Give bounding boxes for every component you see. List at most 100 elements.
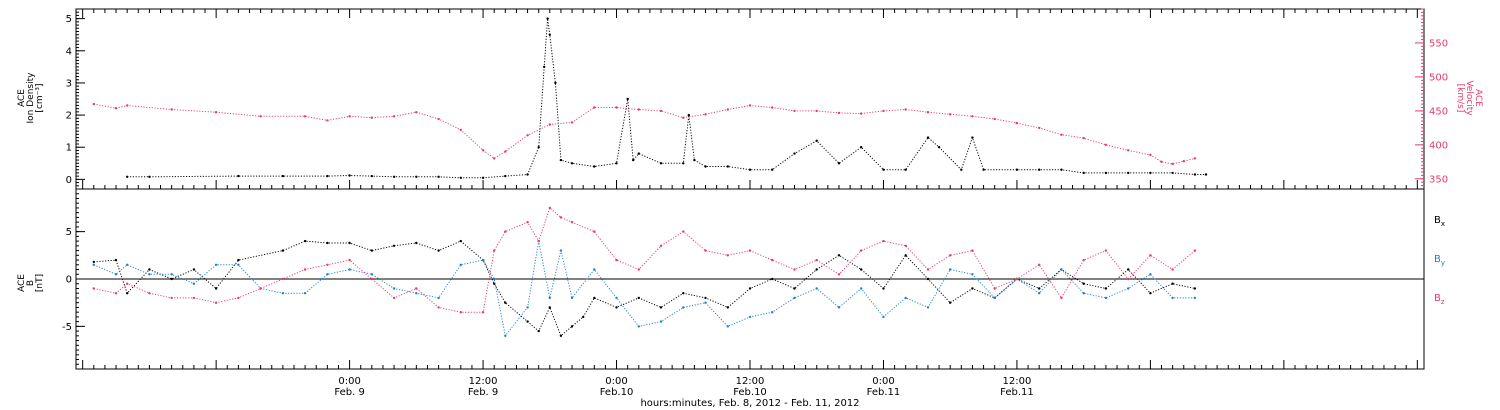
data-point xyxy=(726,325,729,328)
data-point xyxy=(459,311,462,314)
data-point xyxy=(493,277,496,281)
data-point xyxy=(392,175,396,178)
data-point xyxy=(526,306,529,309)
data-point xyxy=(415,241,418,245)
legend: Bx By Bz xyxy=(1434,215,1445,306)
data-point xyxy=(303,239,307,243)
data-point xyxy=(214,287,218,290)
data-point xyxy=(748,315,752,319)
data-point xyxy=(1171,171,1174,175)
data-point xyxy=(860,146,863,149)
data-point xyxy=(481,176,485,179)
data-point xyxy=(771,106,774,109)
top-left-axis-label-line-1: Ion Density xyxy=(26,72,36,124)
data-point xyxy=(793,296,796,300)
data-point xyxy=(481,311,485,314)
data-point xyxy=(326,119,329,122)
y-tick-label: 4 xyxy=(66,46,72,57)
y-tick-label: 400 xyxy=(1429,140,1448,151)
top-right-axis-label-line-1: Velocity xyxy=(1464,80,1474,116)
data-point xyxy=(259,115,262,118)
data-point xyxy=(1082,136,1085,140)
data-point xyxy=(793,268,796,271)
data-point xyxy=(237,263,240,266)
data-point xyxy=(481,149,485,152)
data-point xyxy=(682,292,685,295)
data-point xyxy=(615,306,618,309)
data-point xyxy=(326,263,329,266)
data-point xyxy=(546,17,549,20)
data-point xyxy=(415,175,418,178)
data-point xyxy=(1104,296,1108,300)
data-point xyxy=(1171,162,1174,166)
data-point xyxy=(637,108,640,111)
data-point xyxy=(726,165,729,168)
data-point xyxy=(882,109,885,113)
data-point xyxy=(837,306,841,309)
data-point xyxy=(1060,296,1063,300)
data-point xyxy=(637,296,640,300)
x-tick-date: Feb.11 xyxy=(1000,387,1034,398)
data-point xyxy=(1160,160,1163,163)
legend-label-x: Bx xyxy=(1434,215,1445,228)
data-point xyxy=(637,325,640,328)
data-point xyxy=(860,112,863,115)
data-point xyxy=(815,109,818,113)
legend-label-z: Bz xyxy=(1434,293,1445,306)
y-tick-label: 450 xyxy=(1429,106,1448,117)
data-point xyxy=(92,287,96,290)
data-point xyxy=(949,113,952,116)
top-left-ticks: 0 1 2 3 4 5 xyxy=(66,11,85,187)
data-point xyxy=(392,244,396,247)
data-point xyxy=(1171,268,1174,271)
data-point xyxy=(526,221,529,224)
data-point xyxy=(1038,287,1041,290)
bottom-series-by xyxy=(92,239,1197,337)
y-tick-label: -5 xyxy=(62,322,72,333)
data-point xyxy=(526,173,529,176)
data-point xyxy=(771,258,774,262)
data-point xyxy=(481,258,485,262)
data-point xyxy=(281,174,285,178)
data-point xyxy=(214,111,218,114)
data-point xyxy=(860,249,863,252)
data-point xyxy=(370,174,373,178)
data-point xyxy=(493,157,496,160)
data-point xyxy=(415,292,418,295)
data-point xyxy=(815,268,818,271)
data-point xyxy=(1082,258,1085,262)
data-point xyxy=(192,282,196,285)
data-point xyxy=(593,106,596,109)
x-tick-time: 12:00 xyxy=(469,376,498,387)
data-point xyxy=(214,301,218,304)
top-series-density xyxy=(126,17,1208,179)
bottom-left-axis-label: ACE B [nT] xyxy=(17,274,45,292)
y-tick-label: 350 xyxy=(1429,174,1448,185)
data-point xyxy=(554,81,557,85)
data-point xyxy=(882,315,885,319)
legend-subscript: y xyxy=(1441,259,1445,267)
data-point xyxy=(659,109,663,113)
data-point xyxy=(1015,121,1019,125)
x-tick-time: 12:00 xyxy=(736,376,765,387)
data-point xyxy=(237,174,240,178)
data-point xyxy=(771,311,774,314)
data-point xyxy=(415,287,418,290)
data-point xyxy=(1193,296,1197,300)
x-tick-time: 12:00 xyxy=(1003,376,1032,387)
data-point xyxy=(1149,273,1152,276)
data-point xyxy=(693,158,696,162)
data-point xyxy=(659,306,663,309)
top-left-axis-label: ACE Ion Density [cm⁻³] xyxy=(17,72,45,124)
data-point xyxy=(370,273,373,276)
data-point xyxy=(559,158,563,162)
data-point xyxy=(1193,157,1197,160)
data-point xyxy=(837,273,841,276)
data-point xyxy=(559,249,563,252)
data-point xyxy=(704,301,707,304)
data-point xyxy=(259,287,262,290)
data-point xyxy=(904,296,907,300)
data-point xyxy=(1015,277,1019,281)
bottom-left-axis-label-line-1: B xyxy=(26,280,36,286)
